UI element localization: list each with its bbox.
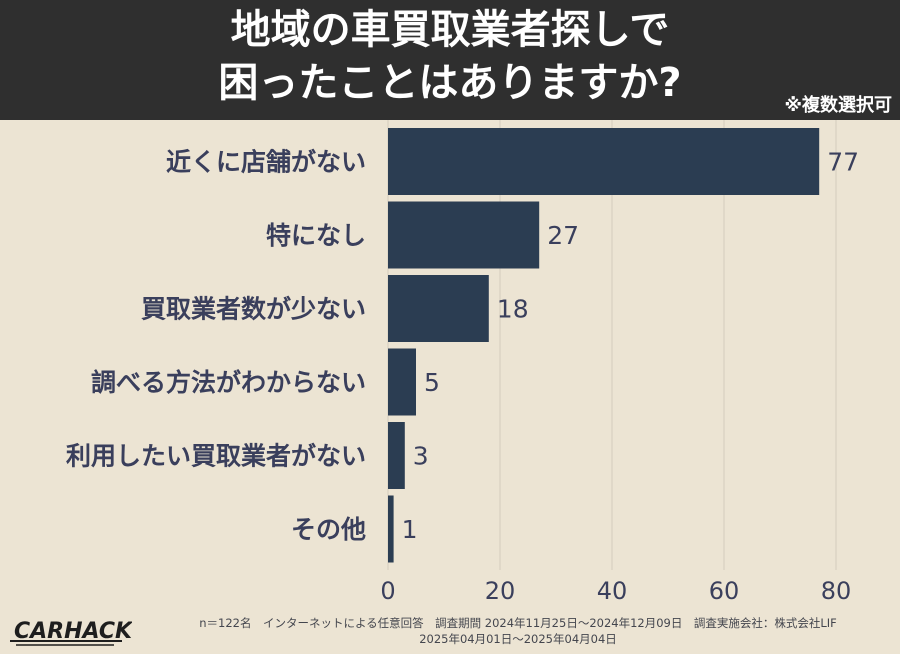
category-label: 特になし — [266, 221, 366, 250]
value-label: 1 — [402, 515, 418, 544]
bar-chart: 近くに店舗がない特になし買取業者数が少ない調べる方法がわからない利用したい買取業… — [66, 120, 859, 605]
value-labels: 77 27 18 5 3 1 — [402, 148, 859, 545]
x-tick-label: 20 — [485, 577, 516, 605]
x-tick-label: 60 — [709, 577, 740, 605]
value-label: 5 — [424, 368, 440, 397]
logo-text: CARHACK — [14, 619, 132, 644]
footnote-line-1: n＝122名 インターネットによる任意回答 調査期間 2024年11月25日〜2… — [199, 616, 837, 630]
x-tick-label: 80 — [821, 577, 852, 605]
value-label: 3 — [413, 442, 429, 471]
x-tick-label: 40 — [597, 577, 628, 605]
x-tick-label: 0 — [380, 577, 395, 605]
category-labels: 近くに店舗がない特になし買取業者数が少ない調べる方法がわからない利用したい買取業… — [66, 148, 366, 545]
bar — [388, 128, 820, 195]
category-label: 近くに店舗がない — [166, 148, 366, 177]
value-label: 18 — [497, 295, 529, 324]
category-label: 買取業者数が少ない — [141, 295, 366, 324]
chart-title: 地域の車買取業者探しで 困ったことはありますか? — [0, 4, 900, 110]
carhack-logo: CARHACK — [10, 619, 132, 646]
value-label: 27 — [547, 221, 579, 250]
title-banner: 地域の車買取業者探しで 困ったことはありますか? ※複数選択可 — [0, 0, 900, 120]
bars — [388, 128, 820, 563]
bar — [388, 422, 405, 489]
survey-footnote: n＝122名 インターネットによる任意回答 調査期間 2024年11月25日〜2… — [144, 615, 892, 647]
category-label: 利用したい買取業者がない — [66, 442, 366, 471]
bar — [388, 275, 489, 342]
category-label: その他 — [291, 515, 366, 544]
footnote-line-2: 2025年04月01日〜2025年04月04日 — [419, 632, 617, 646]
title-line-2: 困ったことはありますか? — [218, 60, 682, 106]
multiple-choice-note: ※複数選択可 — [784, 95, 893, 116]
bar — [388, 495, 394, 563]
category-label: 調べる方法がわからない — [91, 368, 366, 397]
title-line-1: 地域の車買取業者探しで — [230, 7, 670, 53]
bar — [388, 348, 416, 416]
x-axis-ticks: 0 20 40 60 80 — [380, 577, 851, 605]
bar — [388, 201, 540, 269]
value-label: 77 — [827, 148, 859, 177]
